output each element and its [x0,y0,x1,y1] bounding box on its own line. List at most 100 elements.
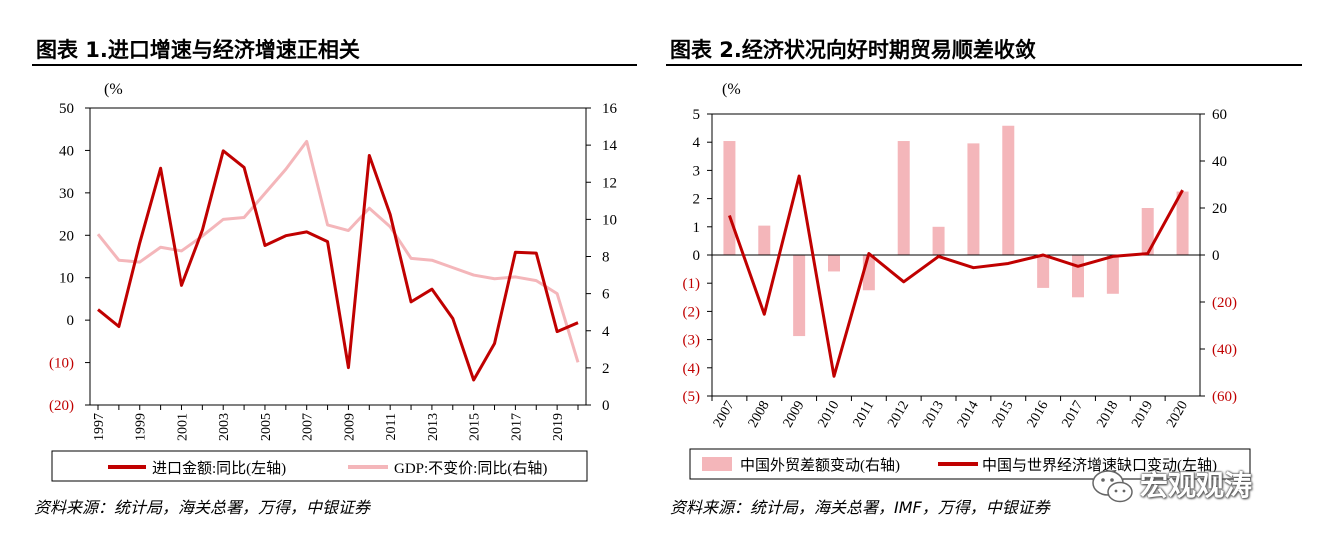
left-tick-label: 30 [59,186,74,202]
right-tick-label: 8 [602,250,610,266]
x-tick-label: 2017 [509,413,524,441]
x-tick-label: 2011 [384,413,399,440]
bar-trade-balance-change [758,225,771,255]
right-tick-label: 6 [602,287,610,303]
x-tick-label: 2017 [1059,399,1086,431]
left-tick-label: (3) [683,333,701,349]
legend-box [51,450,588,482]
left-tick-label: (5) [683,389,701,405]
right-tick-label: 0 [602,398,610,414]
x-tick-label: 2007 [301,413,316,441]
x-tick-label: 2010 [815,399,842,431]
left-tick-label: (1) [683,276,701,292]
right-tick-label: 16 [602,101,618,117]
figure-1-rule [32,64,637,66]
x-tick-label: 2013 [920,399,947,431]
unit-label: (% [722,81,741,98]
x-tick-label: 2015 [990,399,1017,431]
series-line-import-growth [97,149,579,382]
legend-label-line: 中国与世界经济增速缺口变动(左轴) [982,457,1217,474]
left-tick-label: (20) [49,398,74,414]
right-tick-label: 60 [1212,107,1227,123]
right-tick-label: (60) [1212,389,1237,405]
x-tick-label: 2018 [1094,399,1121,431]
left-tick-label: (10) [49,356,74,372]
right-tick-label: 14 [602,138,618,154]
x-tick-label: 2014 [955,399,982,431]
left-tick-label: 10 [59,271,74,287]
bar-trade-balance-change [793,255,806,337]
x-tick-label: 2019 [551,413,566,441]
left-tick-label: (2) [683,304,701,320]
bar-trade-balance-change [1176,191,1189,255]
figure-2-panel: 图表 2.经济状况向好时期贸易顺差收敛 (% 5 4 3 2 1 0 (1) (2) (3) (4)… [660,0,1320,540]
x-tick-label: 2003 [217,413,232,441]
bar-trade-balance-change [1002,125,1015,255]
watermark: 宏观观涛 [1090,458,1320,518]
right-tick-label: 20 [1212,201,1227,217]
left-tick-label: 20 [59,228,74,244]
left-tick-label: 0 [67,313,75,329]
bar-trade-balance-change [1106,255,1119,294]
figure-2-rule [666,64,1302,66]
legend-swatch-bars [702,457,732,471]
right-tick-label: (40) [1212,342,1237,358]
right-tick-label: 10 [602,212,617,228]
bar-trade-balance-change [828,255,840,272]
right-tick-label: 4 [602,324,610,340]
right-tick-label: (20) [1212,295,1237,311]
series-line-gdp-growth [96,139,580,363]
x-tick-label: 2016 [1025,399,1052,431]
left-tick-label: 40 [59,143,74,159]
legend-box [689,448,1251,480]
left-tick-label: 4 [693,135,701,151]
right-tick-label: 2 [602,361,610,377]
plot-frame [89,107,587,406]
left-tick-label: 3 [693,163,701,179]
right-tick-label: 12 [602,175,617,191]
x-tick-label: 1997 [92,413,107,441]
figure-1-title: 图表 1.进口增速与经济增速正相关 [36,38,360,62]
legend-label-gdp: GDP:不变价:同比(右轴) [394,460,547,477]
x-tick-label: 1999 [134,413,149,441]
bar-trade-balance-change [1141,208,1154,255]
x-tick-label: 2012 [885,399,912,431]
x-tick-label: 2015 [468,413,483,441]
series-line-growth-gap-change [728,174,1184,378]
x-tick-label: 2008 [746,399,773,431]
x-tick-label: 2001 [175,413,190,441]
left-tick-label: 1 [693,220,701,236]
figure-1-panel: 图表 1.进口增速与经济增速正相关 (% 50 40 30 20 10 0 (10) (20) 1… [0,0,650,540]
bar-trade-balance-change [1037,255,1050,288]
watermark-text: 宏观观涛 [1140,469,1253,502]
bar-trade-balance-change [723,141,736,255]
left-tick-label: 2 [693,192,701,208]
figure-2-source: 资料来源：统计局，海关总署，IMF，万得，中银证券 [670,498,1050,517]
legend-label-import: 进口金额:同比(左轴) [152,460,286,477]
x-tick-label: 2007 [711,399,738,431]
bar-trade-balance-change [897,141,910,255]
left-tick-label: 0 [693,248,701,264]
x-tick-label: 2019 [1129,399,1156,431]
figure-2-title: 图表 2.经济状况向好时期贸易顺差收敛 [670,38,1036,62]
figure-1-source: 资料来源：统计局，海关总署，万得，中银证券 [34,498,371,517]
right-tick-label: 40 [1212,154,1227,170]
bar-trade-balance-change [932,226,945,255]
left-tick-label: 50 [59,101,74,117]
legend-label-bars: 中国外贸差额变动(右轴) [740,457,900,474]
x-tick-label: 2005 [259,413,274,441]
bar-trade-balance-change [1072,255,1084,298]
x-tick-label: 2020 [1164,399,1191,431]
bar-trade-balance-change [967,143,980,255]
unit-label: (% [104,81,123,98]
left-tick-label: (4) [683,361,701,377]
figure-2-chart: (% 5 4 3 2 1 0 (1) (2) (3) (4) (5) 60 40 20 0 (20) (40) (6… [683,81,1251,480]
x-tick-label: 2013 [426,413,441,441]
x-tick-label: 2009 [781,399,808,431]
left-tick-label: 5 [693,107,701,123]
wechat-icon [1092,470,1133,503]
x-tick-label: 2011 [851,399,878,430]
x-tick-label: 2009 [342,413,357,441]
right-tick-label: 0 [1212,248,1220,264]
